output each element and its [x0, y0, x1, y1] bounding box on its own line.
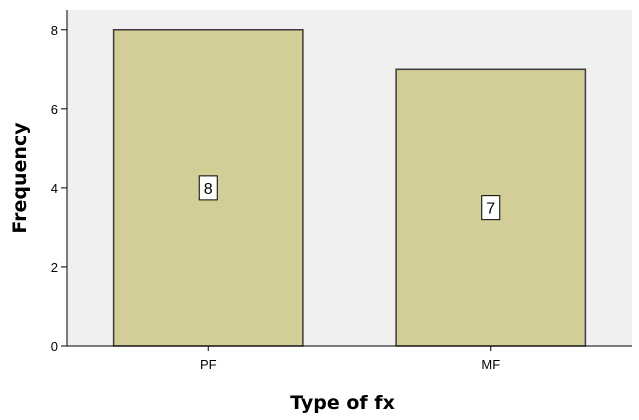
data-label-box-pf — [198, 175, 218, 201]
y-tick-label-2: 2 — [51, 260, 58, 275]
x-axis-title: Type of fx — [290, 392, 395, 414]
x-tick-label-mf: MF — [481, 357, 500, 372]
y-tick-label-8: 8 — [51, 23, 58, 38]
data-label-box-mf — [481, 195, 501, 221]
data-label-pf: 8 — [204, 181, 213, 198]
x-axis-ticks: PF MF — [200, 346, 500, 372]
y-axis-ticks: 0 2 4 6 8 — [51, 23, 67, 354]
y-axis-title: Frequency — [9, 122, 31, 234]
data-label-mf: 7 — [486, 201, 495, 218]
x-tick-label-pf: PF — [200, 357, 217, 372]
y-tick-label-0: 0 — [51, 339, 58, 354]
y-tick-label-6: 6 — [51, 102, 58, 117]
y-tick-label-4: 4 — [51, 181, 58, 196]
data-labels-layer: 87 — [198, 175, 501, 221]
